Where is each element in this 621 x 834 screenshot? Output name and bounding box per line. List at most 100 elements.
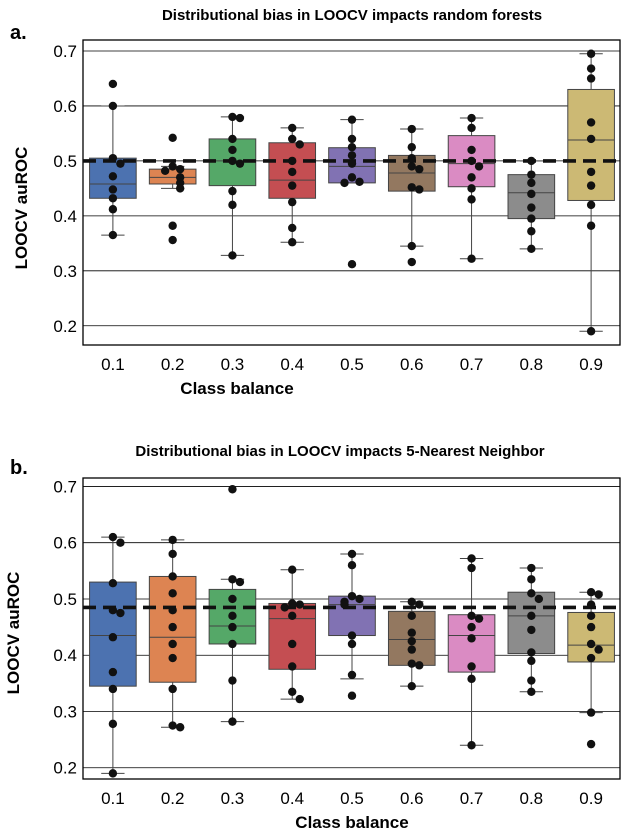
panel-a-xtick-label-0.4: 0.4 xyxy=(280,355,304,374)
panel-b-box-0.9 xyxy=(567,611,615,663)
panel-a-point-0.1-2 xyxy=(108,153,118,163)
panel-a-point-0.7-2 xyxy=(467,145,476,155)
panel-a-point-0.3-1 xyxy=(235,113,245,123)
panel-b-ytick-label-0.3: 0.3 xyxy=(53,702,77,721)
panel-a-point-0.5-4 xyxy=(347,159,357,168)
panel-b-point-0.2-5 xyxy=(168,622,177,632)
panel-a-xtick-label-0.8: 0.8 xyxy=(520,355,544,374)
panel-a-point-0.4-5 xyxy=(288,181,297,190)
panel-a-point-0.4-3 xyxy=(288,156,297,166)
panel-a-point-0.9-2 xyxy=(586,74,596,83)
panel-a-point-0.6-2 xyxy=(407,153,416,163)
panel-a-point-0.8-3 xyxy=(527,189,536,199)
panel-b-point-0.2-10 xyxy=(175,723,185,732)
panel-b-point-0.3-7 xyxy=(228,676,237,685)
panel-a-xtick-label-0.9: 0.9 xyxy=(579,355,603,374)
panel-a-point-0.3-8 xyxy=(228,251,237,260)
panel-a-chart: a. Distributional bias in LOOCV impacts r… xyxy=(10,7,621,398)
panel-b-xtick-label-0.1: 0.1 xyxy=(101,789,125,808)
panel-a-xlabel: Class balance xyxy=(180,379,293,398)
panel-b-point-0.3-8 xyxy=(228,717,237,726)
panel-b-point-0.9-7 xyxy=(586,653,596,663)
panel-b-point-0.1-8 xyxy=(108,719,118,729)
panel-b-point-0.2-7 xyxy=(168,653,177,663)
panel-b-xtick-label-0.9: 0.9 xyxy=(579,789,603,808)
panel-b-point-0.2-1 xyxy=(168,549,177,559)
panel-b-point-0.7-3 xyxy=(474,614,484,623)
panel-b-xtick-label-0.4: 0.4 xyxy=(280,789,304,808)
panel-b-point-0.7-6 xyxy=(467,662,476,671)
panel-a-point-0.8-4 xyxy=(527,203,536,212)
panel-b-point-0.2-4 xyxy=(168,606,177,615)
panel-b-point-0.9-8 xyxy=(586,708,596,717)
panel-b-point-0.4-2 xyxy=(295,600,304,609)
panel-b-point-0.6-0 xyxy=(407,597,416,606)
panel-b-point-0.4-0 xyxy=(288,565,297,574)
panel-a-point-0.9-8 xyxy=(586,221,596,230)
panel-b-point-0.1-9 xyxy=(108,769,118,778)
panel-b-point-0.9-5 xyxy=(586,639,596,649)
panel-a-point-0.2-8 xyxy=(168,235,177,245)
panel-b-point-0.1-0 xyxy=(108,532,118,542)
panel-b-box-0.5 xyxy=(328,595,376,637)
panel-a-box-0.2 xyxy=(148,168,197,185)
panel-b-point-0.5-2 xyxy=(347,591,357,601)
panel-a-point-0.2-0 xyxy=(168,133,177,143)
panel-a-point-0.4-0 xyxy=(288,123,297,133)
panel-b-point-0.9-0 xyxy=(586,588,596,597)
panel-b-point-0.5-1 xyxy=(347,561,357,570)
panel-b-point-0.8-3 xyxy=(534,594,544,604)
panel-a-point-0.6-4 xyxy=(415,164,424,174)
panel-a-point-0.6-1 xyxy=(407,142,416,152)
panel-b-ytick-label-0.7: 0.7 xyxy=(53,477,77,496)
panel-a-point-0.8-6 xyxy=(527,227,536,236)
panel-b-point-0.5-3 xyxy=(355,594,364,604)
panel-b-point-0.9-1 xyxy=(594,590,603,599)
panel-b-ytick-label-0.5: 0.5 xyxy=(53,590,77,609)
panel-a-point-0.3-3 xyxy=(228,145,237,155)
panel-b-point-0.7-7 xyxy=(467,674,476,684)
panel-b-point-0.6-5 xyxy=(407,645,416,654)
panel-b-point-0.8-6 xyxy=(527,648,536,657)
panel-b-point-0.4-6 xyxy=(288,662,297,671)
panel-b-point-0.3-1 xyxy=(228,575,237,584)
panel-a-point-0.3-5 xyxy=(235,159,245,168)
panel-a-plot-frame xyxy=(82,39,621,346)
panel-b-point-0.6-8 xyxy=(407,681,416,691)
panel-a-point-0.7-3 xyxy=(467,156,476,166)
panel-b-point-0.1-1 xyxy=(116,538,125,547)
panel-a-point-0.9-0 xyxy=(586,49,596,58)
panel-a-point-0.4-7 xyxy=(288,223,297,233)
panel-a-point-0.2-1 xyxy=(168,162,177,171)
panel-a-point-0.8-0 xyxy=(527,156,536,166)
panel-a-point-0.1-6 xyxy=(108,194,118,203)
panel-a-point-0.8-2 xyxy=(527,178,536,188)
panel-b-point-0.5-7 xyxy=(347,639,357,649)
panel-a-point-0.4-4 xyxy=(288,167,297,177)
panel-b-point-0.2-9 xyxy=(168,721,177,730)
panel-b-xlabel: Class balance xyxy=(295,813,408,832)
panel-a-point-0.6-0 xyxy=(407,124,416,134)
panel-b-point-0.6-1 xyxy=(415,600,424,609)
panel-b-point-0.5-5 xyxy=(340,600,349,609)
panel-a-point-0.7-8 xyxy=(467,254,476,263)
panel-b-box-0.8 xyxy=(507,591,556,655)
panel-b-point-0.1-6 xyxy=(108,667,118,677)
panel-b-point-0.1-2 xyxy=(108,579,118,588)
panel-a-point-0.9-4 xyxy=(586,134,596,144)
panel-a-point-0.9-5 xyxy=(586,167,596,177)
panel-a-point-0.6-7 xyxy=(407,241,416,251)
panel-a-point-0.5-1 xyxy=(347,134,357,144)
panel-b-point-0.5-6 xyxy=(347,631,357,640)
panel-a-point-0.4-1 xyxy=(288,134,297,144)
panel-b-point-0.8-2 xyxy=(527,589,536,598)
panel-a-point-0.2-7 xyxy=(168,221,177,230)
panel-a-ytick-label-0.4: 0.4 xyxy=(53,207,77,226)
panel-a-point-0.9-9 xyxy=(586,327,596,336)
panel-a-point-0.7-7 xyxy=(467,195,476,204)
panel-b-ytick-label-0.4: 0.4 xyxy=(53,646,77,665)
panel-b-point-0.6-2 xyxy=(407,611,416,621)
panel-b-point-0.1-4 xyxy=(116,608,125,618)
panel-b-ytick-label-0.6: 0.6 xyxy=(53,534,77,553)
